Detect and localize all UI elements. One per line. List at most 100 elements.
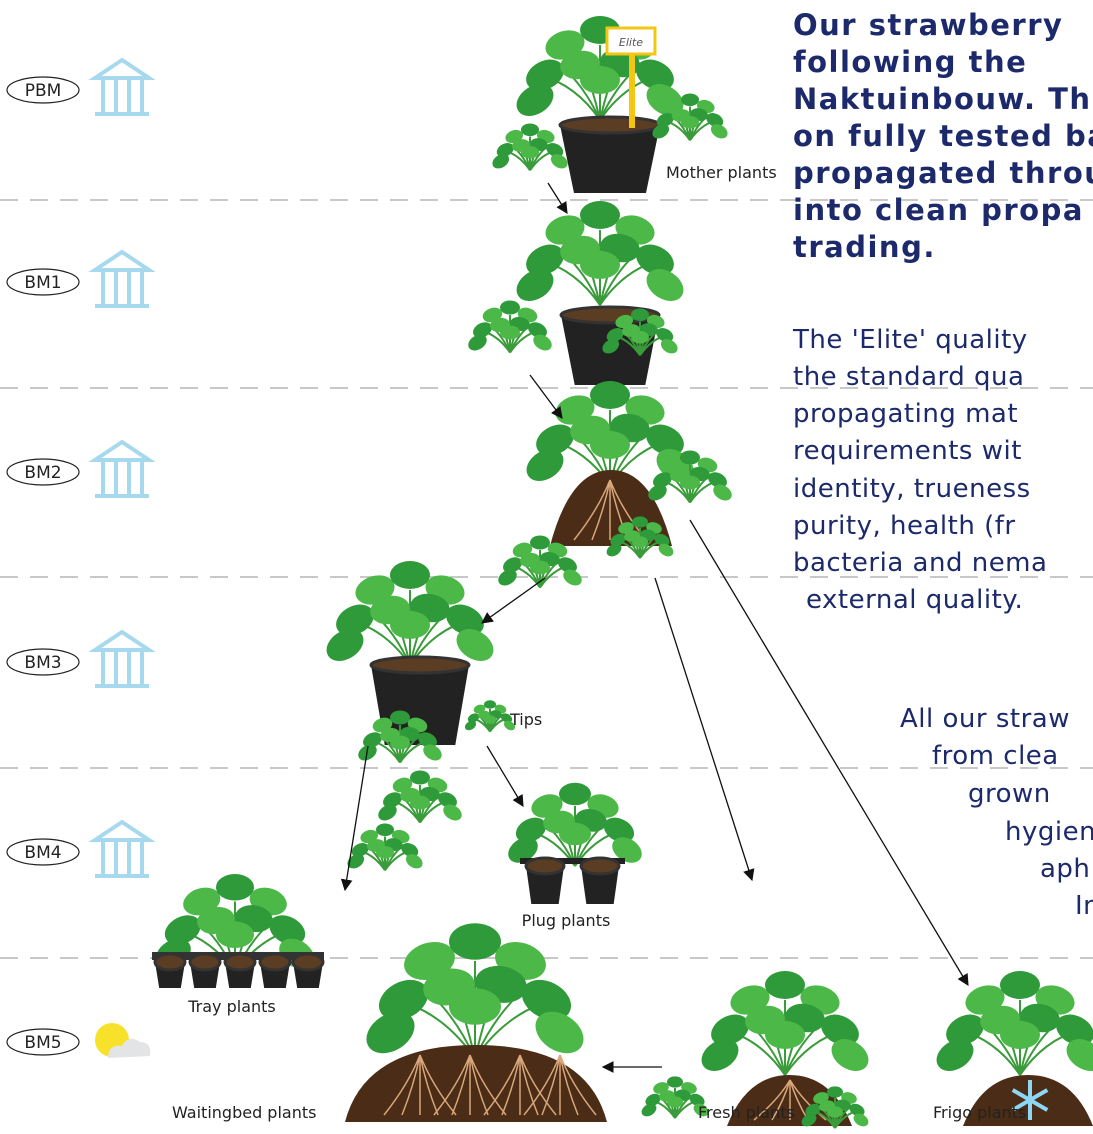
- leaf: [580, 251, 620, 279]
- arrow: [482, 578, 545, 623]
- plant: [511, 201, 690, 308]
- plant: [511, 16, 690, 123]
- leaf: [680, 451, 700, 465]
- heading-line: on fully tested ba: [793, 119, 1093, 153]
- pot-rim: [293, 954, 323, 970]
- leaf: [559, 823, 591, 845]
- leaf: [667, 1096, 683, 1107]
- level-label: BM2: [24, 463, 61, 483]
- leaf: [590, 431, 630, 459]
- leaf: [410, 771, 430, 785]
- leaf: [530, 536, 550, 550]
- paragraph-line: bacteria and nema: [793, 548, 1047, 578]
- pot-rim: [560, 117, 660, 133]
- icon-roof: [95, 442, 149, 460]
- leaf: [580, 201, 620, 229]
- arrow: [548, 183, 567, 213]
- plant-label: Tips: [509, 710, 542, 729]
- leaf: [500, 326, 520, 340]
- plant: [931, 971, 1093, 1078]
- leaf: [390, 736, 410, 750]
- leaf: [631, 308, 649, 321]
- plant-label: Mother plants: [666, 163, 777, 182]
- heading-line: into clean propa: [793, 193, 1084, 227]
- icon-roof: [95, 252, 149, 270]
- level-label: BM3: [24, 653, 61, 673]
- arrow: [487, 746, 523, 806]
- icon-roof: [95, 822, 149, 840]
- leaf: [484, 715, 496, 723]
- heading-line: following the: [793, 45, 1027, 79]
- leaf: [827, 1086, 843, 1097]
- level-label: BM5: [24, 1033, 61, 1053]
- leaf: [530, 561, 550, 575]
- heading-line: trading.: [793, 230, 936, 264]
- level-label: BM1: [24, 273, 61, 293]
- leaf: [559, 783, 591, 805]
- paragraph-line: the standard qua: [793, 362, 1024, 392]
- plant: [375, 771, 464, 824]
- plant: [465, 301, 554, 354]
- lab-icon: [95, 60, 149, 114]
- leaf: [449, 923, 501, 959]
- leaf: [216, 921, 254, 948]
- leaf: [667, 1076, 683, 1087]
- paragraph-line: purity, health (fr: [793, 511, 1016, 541]
- leaf: [1000, 1021, 1040, 1049]
- arrow: [345, 746, 368, 890]
- leaf: [827, 1106, 843, 1117]
- heading-line: Our strawberry: [793, 8, 1063, 42]
- leaf: [680, 476, 700, 490]
- page: Strawberry propagation html, body { marg…: [0, 0, 1093, 1134]
- plant-label: Tray plants: [187, 997, 276, 1016]
- leaf: [1000, 971, 1040, 999]
- pot: [560, 125, 660, 193]
- paragraph-line: propagating mat: [793, 399, 1018, 429]
- leaf: [376, 823, 394, 836]
- pot-rim: [526, 858, 564, 874]
- plant: [490, 123, 570, 171]
- paragraph-line: hygien: [1005, 817, 1093, 847]
- leaf: [765, 971, 805, 999]
- leaf: [449, 988, 501, 1024]
- leaf: [410, 796, 430, 810]
- paragraph-line: identity, trueness: [793, 474, 1031, 504]
- leaf: [521, 146, 539, 159]
- pot-rim: [581, 858, 619, 874]
- plant-label: Fresh plants: [698, 1103, 795, 1122]
- leaf: [376, 846, 394, 859]
- leaf: [765, 1021, 805, 1049]
- lab-icon: [95, 442, 149, 496]
- paragraph-line: All our straw: [900, 704, 1070, 734]
- pot-rim: [190, 954, 220, 970]
- leaf: [681, 93, 699, 106]
- pot-rim: [225, 954, 255, 970]
- lab-icon: [95, 822, 149, 876]
- leaf: [632, 536, 648, 547]
- leaf: [632, 516, 648, 527]
- lab-icon: [95, 632, 149, 686]
- diagram: PBMBM1BM2BM3BM4BM5EliteMother plantsTips…: [0, 0, 1093, 1134]
- heading-line: propagated throu: [793, 156, 1093, 190]
- icon-roof: [95, 60, 149, 78]
- plant: [503, 783, 646, 868]
- sign-text: Elite: [619, 36, 643, 49]
- page-body: {"levels": ["PBM", "BM1", "BM2", "BM3", …: [0, 0, 1093, 1134]
- arrow: [655, 578, 752, 880]
- leaf: [580, 66, 620, 94]
- paragraph-line: requirements wit: [793, 436, 1022, 466]
- leaf: [390, 561, 430, 589]
- leaf: [590, 381, 630, 409]
- plant-label: Waitingbed plants: [172, 1103, 316, 1122]
- level-label: PBM: [25, 81, 62, 101]
- leaf: [681, 116, 699, 129]
- leaf: [390, 611, 430, 639]
- icon-roof: [95, 632, 149, 650]
- paragraph-line: grown: [968, 779, 1051, 809]
- paragraph-line: from clea: [932, 741, 1059, 771]
- arrow: [530, 375, 562, 418]
- lab-icon: [95, 252, 149, 306]
- leaf: [521, 123, 539, 136]
- leaf: [631, 331, 649, 344]
- paragraph-line: The 'Elite' quality: [792, 325, 1028, 355]
